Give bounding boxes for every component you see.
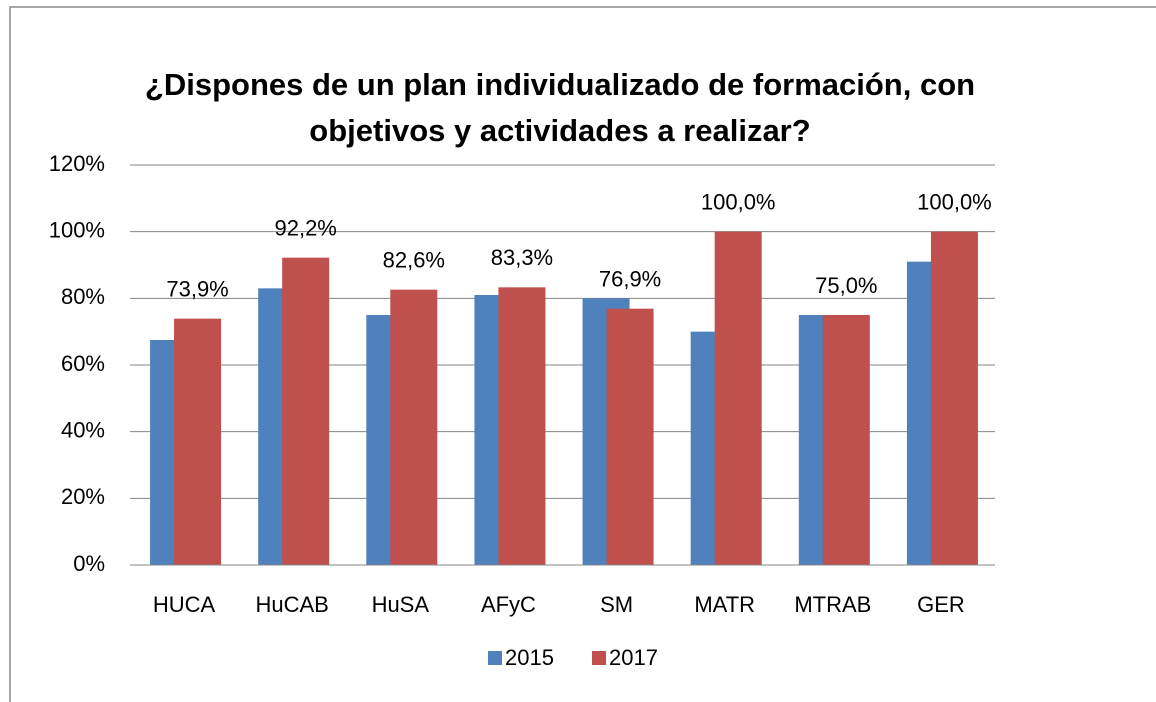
chart-title: ¿Dispones de un plan individualizado de … xyxy=(144,67,976,148)
x-tick-label: SM xyxy=(600,592,633,617)
x-tick-label: AFyC xyxy=(481,592,536,617)
y-tick-label: 120% xyxy=(49,151,105,176)
chart-frame xyxy=(9,6,1156,702)
legend-label: 2017 xyxy=(609,645,658,670)
x-tick-label: GER xyxy=(917,592,965,617)
value-label: 92,2% xyxy=(274,215,336,240)
y-tick-label: 60% xyxy=(61,351,105,376)
x-tick-label: MATR xyxy=(694,592,755,617)
bar xyxy=(174,318,222,565)
value-label: 82,6% xyxy=(383,247,445,272)
legend-label: 2015 xyxy=(505,645,554,670)
bar xyxy=(606,308,654,565)
bar xyxy=(714,231,762,565)
bar xyxy=(822,315,870,565)
legend-swatch xyxy=(592,651,606,665)
value-label: 75,0% xyxy=(815,273,877,298)
x-tick-label: HuCAB xyxy=(256,592,329,617)
x-tick-label: HUCA xyxy=(153,592,216,617)
value-label: 100,0% xyxy=(701,189,776,214)
y-tick-label: 100% xyxy=(49,217,105,242)
bar xyxy=(282,257,330,565)
y-tick-label: 0% xyxy=(73,551,105,576)
bar xyxy=(498,287,546,565)
legend-swatch xyxy=(488,651,502,665)
bar xyxy=(930,231,978,565)
value-label: 76,9% xyxy=(599,266,661,291)
y-tick-label: 80% xyxy=(61,284,105,309)
value-label: 73,9% xyxy=(166,276,228,301)
bar xyxy=(390,289,438,565)
x-tick-label: MTRAB xyxy=(794,592,871,617)
value-label: 83,3% xyxy=(491,245,553,270)
y-tick-label: 20% xyxy=(61,484,105,509)
x-tick-label: HuSA xyxy=(372,592,430,617)
value-label: 100,0% xyxy=(917,189,992,214)
y-tick-label: 40% xyxy=(61,417,105,442)
